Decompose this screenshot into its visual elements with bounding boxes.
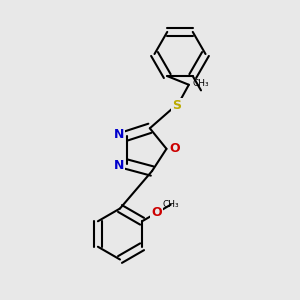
Text: N: N: [113, 159, 124, 172]
Text: N: N: [113, 128, 124, 141]
Text: O: O: [169, 142, 180, 155]
Text: CH₃: CH₃: [162, 200, 179, 209]
Text: S: S: [172, 99, 181, 112]
Text: CH₃: CH₃: [193, 79, 209, 88]
Text: O: O: [151, 206, 162, 220]
